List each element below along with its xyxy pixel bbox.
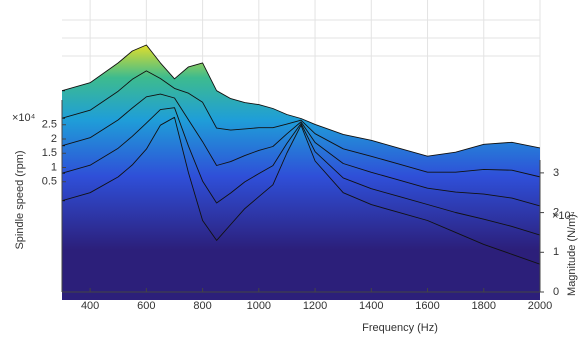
x-tick-label: 400 xyxy=(81,300,99,312)
x-tick-label: 600 xyxy=(137,300,155,312)
x-tick-label: 1000 xyxy=(247,300,271,312)
y-tick-label: 0.5 xyxy=(42,176,57,188)
x-tick-label: 1200 xyxy=(303,300,327,312)
curve xyxy=(62,44,540,157)
y-tick-label: 2.5 xyxy=(42,119,57,131)
y-tick-label: 1.5 xyxy=(42,147,57,159)
y-tick-label: 2 xyxy=(51,133,57,145)
z-axis-label: Magnitude (N/m) xyxy=(566,214,578,296)
curve xyxy=(62,107,540,236)
y-tick-label: 1 xyxy=(51,161,57,173)
x-tick-label: 1400 xyxy=(359,300,383,312)
axes xyxy=(61,100,544,293)
z-tick-label: 1 xyxy=(553,246,559,258)
z-exponent: ×10⁷ xyxy=(552,210,575,222)
x-axis-label: Frequency (Hz) xyxy=(362,322,438,334)
x-tick-label: 1800 xyxy=(472,300,496,312)
surface-strip xyxy=(62,117,540,300)
x-tick-label: 2000 xyxy=(528,300,552,312)
x-tick-label: 1600 xyxy=(415,300,439,312)
surface xyxy=(62,44,540,300)
curve xyxy=(62,70,540,178)
z-tick-label: 3 xyxy=(553,167,559,179)
x-tick-label: 800 xyxy=(193,300,211,312)
z-tick-label: 2 xyxy=(553,206,559,218)
y-axis-label: Spindle speed (rpm) xyxy=(14,150,26,249)
z-tick-label: 0 xyxy=(553,286,559,298)
y-exponent: ×10⁴ xyxy=(12,112,36,124)
curve xyxy=(62,93,540,207)
curve xyxy=(62,116,540,265)
